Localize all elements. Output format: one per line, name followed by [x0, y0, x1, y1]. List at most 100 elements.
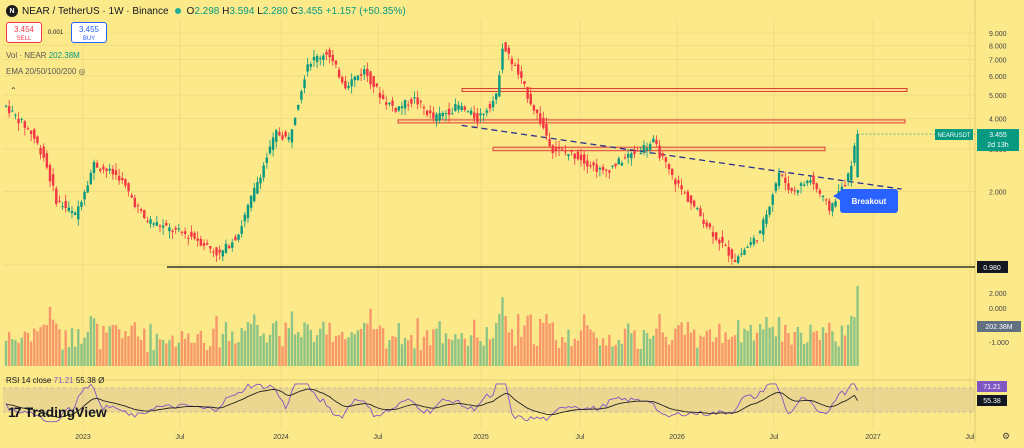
- rsi-legend[interactable]: RSI 14 close 71.21 55.38 Ø: [6, 376, 105, 385]
- volume-bar: [256, 325, 259, 366]
- volume-bar: [146, 351, 149, 366]
- volume-bar: [768, 327, 771, 366]
- volume-bar: [86, 331, 89, 366]
- price-tick-label: 5.000: [989, 93, 1007, 100]
- candle-body: [457, 105, 460, 110]
- volume-bar: [582, 314, 586, 366]
- candle-body: [99, 169, 102, 171]
- volume-bar: [180, 331, 184, 366]
- volume-bar: [429, 345, 432, 366]
- candle-body: [539, 113, 542, 124]
- spread-value: 0.001: [48, 30, 64, 36]
- volume-bar: [224, 322, 228, 366]
- candle-body: [80, 202, 83, 207]
- candle-body: [466, 111, 470, 113]
- candle-body: [363, 69, 366, 75]
- volume-bar: [253, 314, 256, 366]
- time-tick-label: 2026: [669, 434, 685, 441]
- candle-body: [579, 154, 583, 161]
- symbol-header[interactable]: N NEAR / TetherUS · 1W · Binance O2.298 …: [6, 5, 406, 17]
- candle-body: [281, 135, 284, 140]
- candle-body: [422, 107, 426, 109]
- buy-button[interactable]: 3.455 BUY: [71, 22, 107, 43]
- candle-body: [212, 251, 215, 253]
- candle-body: [787, 183, 790, 190]
- volume-bar: [400, 344, 404, 366]
- breakout-callout[interactable]: Breakout: [833, 189, 898, 213]
- candle-body: [749, 242, 752, 245]
- candle-body: [661, 153, 664, 157]
- candle-body: [799, 183, 803, 186]
- candle-body: [535, 109, 539, 114]
- volume-tick-label: -1.000: [989, 340, 1009, 347]
- candle-body: [831, 203, 834, 212]
- candle-body: [504, 42, 507, 52]
- volume-bar: [133, 322, 137, 366]
- volume-bar: [771, 326, 774, 366]
- volume-bar: [168, 340, 171, 366]
- symbol-title[interactable]: NEAR / TetherUS · 1W · Binance: [22, 5, 169, 17]
- candle-body: [67, 207, 71, 211]
- candle-body: [347, 86, 350, 88]
- volume-bar: [438, 321, 441, 366]
- volume-bar: [77, 329, 80, 366]
- volume-bar: [23, 331, 27, 366]
- volume-bar: [149, 323, 152, 366]
- ema-legend[interactable]: EMA 20/50/100/200 ◎: [6, 67, 86, 76]
- volume-bar: [322, 321, 325, 366]
- candle-body: [64, 200, 67, 208]
- volume-legend[interactable]: Vol · NEAR 202.38M: [6, 51, 80, 60]
- volume-bar: [344, 339, 347, 366]
- volume-bar: [614, 344, 617, 366]
- rsi-band: [3, 388, 975, 412]
- candle-body: [733, 259, 737, 263]
- volume-bar: [419, 350, 422, 366]
- price-tick-label: 2.000: [989, 190, 1007, 197]
- volume-bar: [80, 343, 83, 366]
- volume-bar: [303, 322, 306, 366]
- candle-body: [652, 138, 655, 143]
- candle-body: [633, 150, 636, 155]
- candle-body: [812, 175, 815, 185]
- volume-bar: [347, 337, 350, 366]
- volume-bar: [378, 325, 382, 366]
- candle-body: [111, 168, 115, 175]
- market-status-icon: [174, 8, 181, 14]
- volume-bar: [648, 338, 652, 366]
- time-tick-label: Jul: [176, 434, 185, 441]
- candle-body: [815, 183, 818, 190]
- candle-body: [482, 113, 485, 115]
- volume-bar: [780, 341, 784, 366]
- eye-hidden-icon[interactable]: ◎: [78, 67, 86, 76]
- volume-bar: [523, 325, 526, 366]
- candle-body: [152, 223, 155, 225]
- volume-bar: [476, 337, 479, 366]
- volume-bar: [652, 335, 655, 366]
- candle-body: [183, 231, 187, 235]
- candle-body: [369, 71, 372, 85]
- candle-body: [510, 58, 514, 65]
- volume-bar: [469, 335, 473, 366]
- candle-body: [755, 240, 759, 242]
- candle-body: [240, 226, 243, 234]
- volume-bar: [460, 333, 463, 366]
- candle-body: [664, 157, 668, 162]
- candle-body: [331, 54, 335, 62]
- volume-bar: [488, 339, 492, 366]
- candle-body: [309, 64, 313, 67]
- candle-body: [520, 71, 523, 78]
- volume-bar: [121, 338, 124, 366]
- volume-bar: [42, 324, 45, 366]
- candle-body: [388, 102, 391, 105]
- candle-body: [692, 200, 696, 207]
- volume-bar: [504, 315, 507, 366]
- candle-body: [642, 145, 646, 152]
- candle-body: [507, 47, 510, 54]
- volume-bar: [837, 346, 840, 366]
- collapse-chevron-icon[interactable]: ⌃: [10, 86, 17, 95]
- volume-bar: [209, 346, 212, 366]
- sell-button[interactable]: 3.454 SELL: [6, 22, 42, 43]
- volume-bar: [372, 329, 375, 366]
